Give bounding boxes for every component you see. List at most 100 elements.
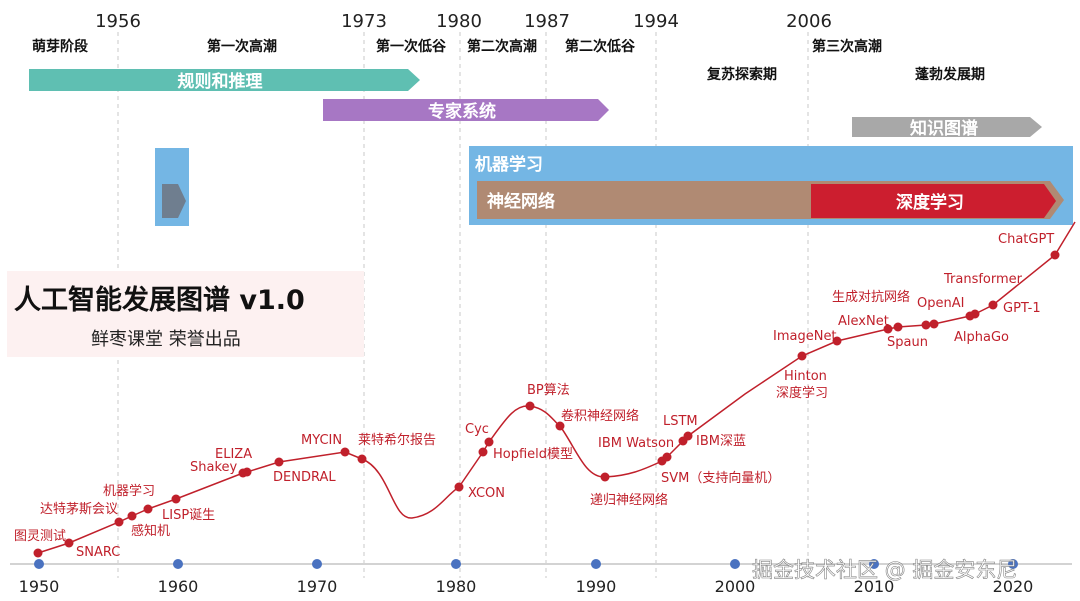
axis-dot-2000 xyxy=(730,559,740,569)
top-year-1980: 1980 xyxy=(436,11,482,32)
axis-label-1990: 1990 xyxy=(576,577,617,596)
marker-snarc xyxy=(64,538,74,548)
label-dendral: DENDRAL xyxy=(273,470,336,485)
band-knowledge-graph-label: 知识图谱 xyxy=(909,118,978,139)
top-year-1987: 1987 xyxy=(524,11,570,32)
event-markers xyxy=(33,250,1060,558)
label-lstm: LSTM xyxy=(663,414,698,429)
marker-imagenet xyxy=(832,336,842,346)
axis-dot-1950 xyxy=(34,559,44,569)
axis-label-1960: 1960 xyxy=(158,577,199,596)
axis-dot-1990 xyxy=(591,559,601,569)
marker-spaun xyxy=(893,322,903,332)
label-alphago: AlphaGo xyxy=(954,330,1009,345)
title-main: 人工智能发展图谱 v1.0 xyxy=(14,284,305,316)
label-ml-term: 机器学习 xyxy=(103,483,155,499)
band-rules-reasoning xyxy=(29,69,420,91)
label-xcon: XCON xyxy=(468,486,505,501)
axis-dot-2020 xyxy=(1008,559,1018,569)
label-gpt1: GPT-1 xyxy=(1003,301,1041,316)
axis-dot-1980 xyxy=(451,559,461,569)
label-mycin: MYCIN xyxy=(301,433,342,448)
marker-xcon xyxy=(454,482,464,492)
band-expert-systems xyxy=(323,99,609,121)
label-hopfield: Hopfield模型 xyxy=(493,447,573,462)
label-svm: SVM（支持向量机） xyxy=(661,470,780,486)
label-eliza: ELIZA xyxy=(215,447,252,462)
label-lisp: LISP诞生 xyxy=(162,508,215,523)
marker-shakey xyxy=(242,467,252,477)
marker-turing-test xyxy=(33,548,43,558)
marker-bp xyxy=(525,401,535,411)
label-alexnet: AlexNet xyxy=(838,314,889,329)
axis-label-2020: 2020 xyxy=(993,577,1034,596)
title-background xyxy=(7,271,364,357)
band-rules-reasoning-label: 规则和推理 xyxy=(178,71,263,92)
band-early-neural-arrow xyxy=(162,184,186,218)
label-imagenet: ImageNet xyxy=(773,329,837,344)
phase-recovery: 复苏探索期 xyxy=(706,66,777,83)
top-year-1994: 1994 xyxy=(633,11,679,32)
marker-hinton xyxy=(797,351,807,361)
marker-rnn xyxy=(600,472,610,482)
label-hinton: Hinton xyxy=(784,369,827,384)
label-gan: 生成对抗网络 xyxy=(832,289,910,305)
axis-dot-2010 xyxy=(869,559,879,569)
phase-first-winter: 第一次低谷 xyxy=(376,38,447,55)
label-turing-test: 图灵测试 xyxy=(14,529,66,544)
marker-dartmouth xyxy=(114,517,124,527)
band-deep-learning-label: 深度学习 xyxy=(896,192,964,213)
top-year-2006: 2006 xyxy=(786,11,832,32)
phase-first-boom: 第一次高潮 xyxy=(207,38,277,55)
marker-openai xyxy=(929,319,939,329)
tech-bands: 规则和推理 专家系统 知识图谱 机器学习 神经网络 深度学习 xyxy=(29,69,1073,226)
marker-gpt1 xyxy=(988,300,998,310)
phase-flourishing: 蓬勃发展期 xyxy=(915,66,985,83)
label-rnn: 递归神经网络 xyxy=(590,492,668,508)
marker-ml-term xyxy=(127,511,137,521)
marker-transformer xyxy=(970,309,980,319)
label-ibm-deep-blue: IBM深蓝 xyxy=(696,434,746,449)
top-year-1973: 1973 xyxy=(341,11,387,32)
label-transformer: Transformer xyxy=(943,272,1023,287)
band-expert-systems-label: 专家系统 xyxy=(428,101,496,122)
label-cnn: 卷积神经网络 xyxy=(561,408,639,424)
label-cyc: Cyc xyxy=(465,422,489,437)
event-labels: 图灵测试 SNARC 达特茅斯会议 机器学习 感知机 LISP诞生 ELIZA … xyxy=(14,232,1054,560)
top-years: 1956 1973 1980 1987 1994 2006 xyxy=(95,11,832,32)
marker-alexnet xyxy=(883,324,893,334)
marker-perceptron xyxy=(143,504,153,514)
band-knowledge-graph xyxy=(852,117,1042,137)
title-subtitle: 鲜枣课堂 荣誉出品 xyxy=(91,329,241,350)
phase-sprout: 萌芽阶段 xyxy=(32,38,88,55)
marker-cyc xyxy=(484,437,494,447)
axis-label-1980: 1980 xyxy=(436,577,477,596)
watermark: 掘金技术社区 @ 掘金安东尼 xyxy=(752,558,1017,582)
label-openai: OpenAI xyxy=(917,296,964,311)
axis-label-1950: 1950 xyxy=(19,577,60,596)
label-dartmouth: 达特茅斯会议 xyxy=(40,502,118,517)
axis-dot-1960 xyxy=(173,559,183,569)
label-hinton-deep-learning: 深度学习 xyxy=(776,385,828,401)
band-machine-learning-label: 机器学习 xyxy=(475,154,543,175)
band-deep-learning xyxy=(811,184,1056,218)
band-neural-networks-label: 神经网络 xyxy=(487,191,555,212)
label-spaun: Spaun xyxy=(887,335,928,350)
marker-ibm-deep-blue xyxy=(683,431,693,441)
marker-dendral xyxy=(274,457,284,467)
label-chatgpt: ChatGPT xyxy=(998,232,1054,247)
marker-chatgpt xyxy=(1050,250,1060,260)
label-shakey: Shakey xyxy=(190,460,238,475)
marker-ibm-watson xyxy=(662,452,672,462)
label-lighthill-report: 莱特希尔报告 xyxy=(358,433,436,448)
axis-label-2010: 2010 xyxy=(854,577,895,596)
marker-lighthill-report xyxy=(357,454,367,464)
year-axis: 1950 1960 1970 1980 1990 2000 2010 2020 xyxy=(10,559,1072,596)
marker-mycin xyxy=(340,447,350,457)
top-year-1956: 1956 xyxy=(95,11,141,32)
label-snarc: SNARC xyxy=(76,545,120,560)
axis-label-1970: 1970 xyxy=(297,577,338,596)
title-box: 人工智能发展图谱 v1.0 鲜枣课堂 荣誉出品 xyxy=(7,271,364,357)
marker-cnn xyxy=(555,421,565,431)
